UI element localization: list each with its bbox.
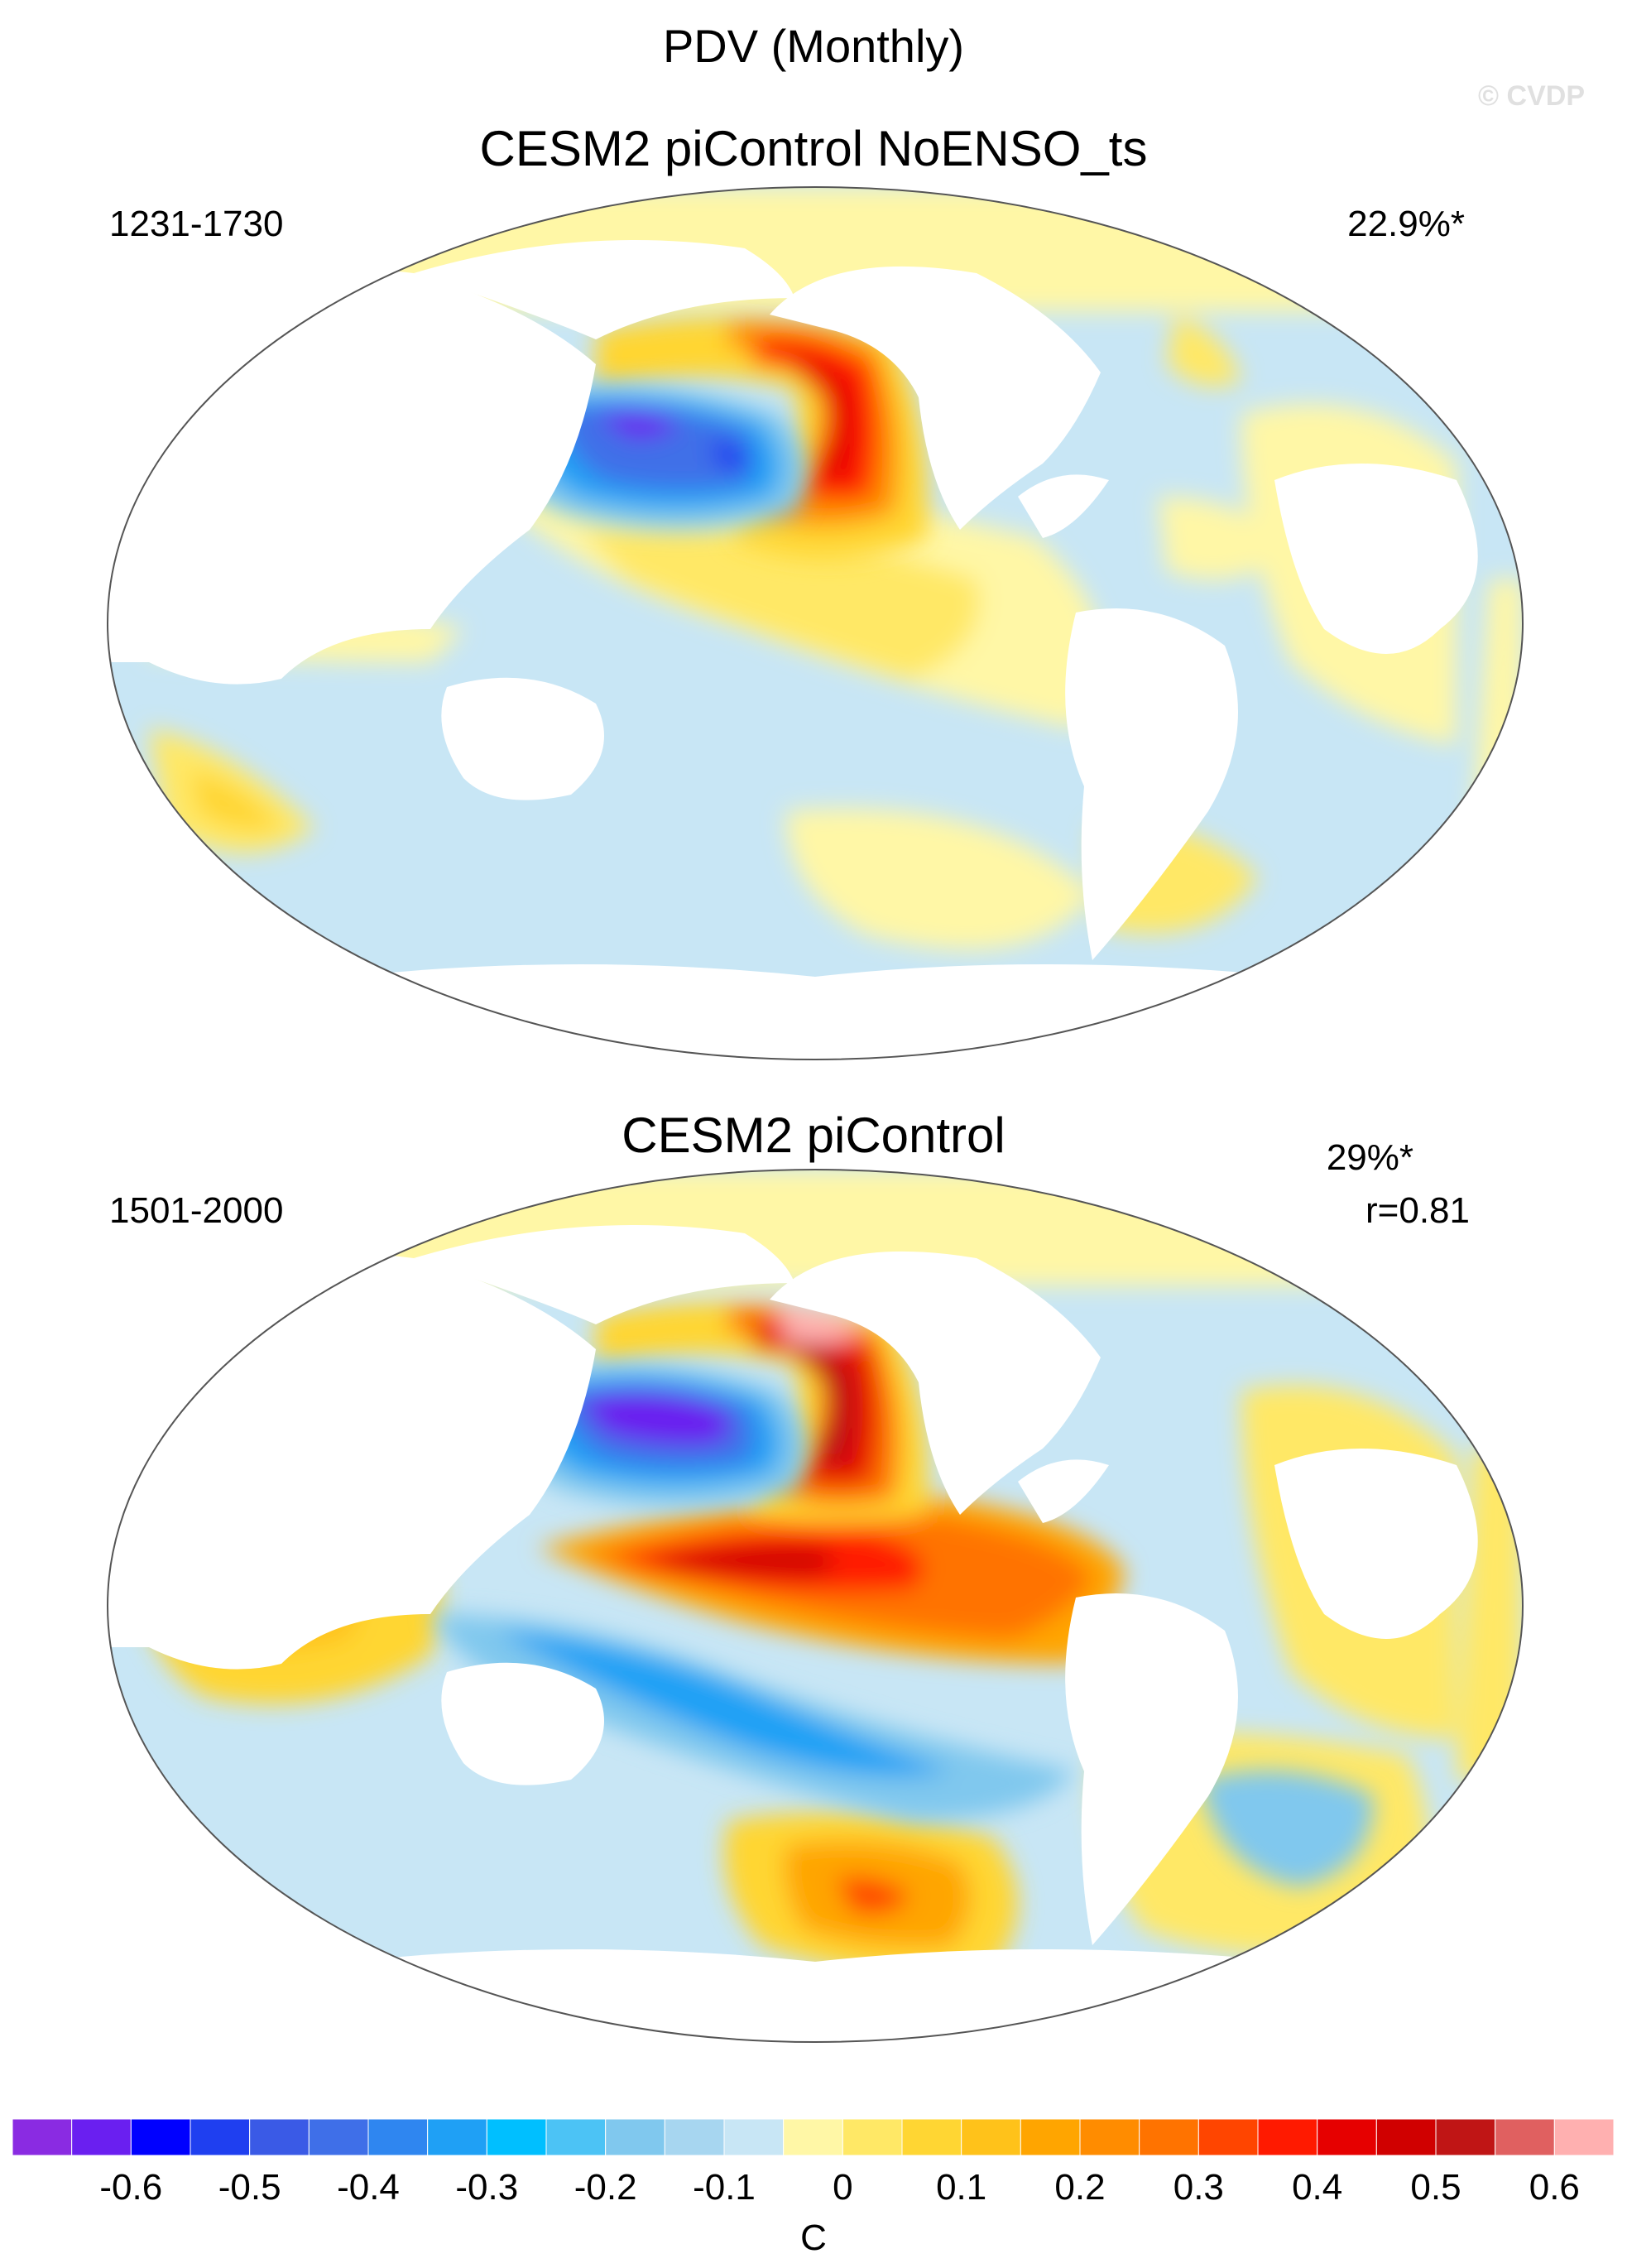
- map-border: [107, 186, 1524, 1060]
- colorbar-swatch: [1375, 2118, 1437, 2156]
- map-border: [107, 1169, 1524, 2043]
- figure-title: PDV (Monthly): [663, 20, 964, 72]
- colorbar: -0.6 -0.5 -0.4 -0.3 -0.2 -0.1 0 0.1 0.2 0.3 0.4 0.5…: [12, 2118, 1615, 2208]
- colorbar-tick-label: 0: [833, 2167, 852, 2208]
- panel-title: CESM2 piControl: [622, 1108, 1005, 1163]
- kuroshio-cold-anomaly: [496, 384, 808, 530]
- colorbar-swatch: [605, 2118, 665, 2156]
- colorbar-swatch: [723, 2118, 785, 2156]
- colorbar-tick-label: 0.2: [1054, 2167, 1105, 2208]
- colorbar-tick-label: -0.3: [455, 2167, 518, 2208]
- colorbar-swatch: [367, 2118, 429, 2156]
- colorbar-swatch: [842, 2118, 903, 2156]
- colorbar-tick-label: 0.4: [1292, 2167, 1342, 2208]
- colorbar-swatch: [1257, 2118, 1318, 2156]
- colorbar-swatch: [486, 2118, 547, 2156]
- panel-years: 1501-2000: [109, 1190, 283, 1231]
- colorbar-tick-label: -0.5: [218, 2167, 281, 2208]
- watermark: © CVDP: [1478, 80, 1585, 112]
- colorbar-tick-label: -0.4: [337, 2167, 400, 2208]
- colorbar-tick-label: 0.3: [1173, 2167, 1224, 2208]
- colorbar-swatch: [427, 2118, 487, 2156]
- colorbar-tick-label: 0.5: [1410, 2167, 1461, 2208]
- colorbar-swatch: [1020, 2118, 1081, 2156]
- colorbar-swatch: [1317, 2118, 1377, 2156]
- map-bottom: [108, 1170, 1523, 2042]
- panel-variance: 22.9%*: [1347, 204, 1465, 244]
- panel-correlation: r=0.81: [1365, 1190, 1470, 1231]
- colorbar-swatch: [1139, 2118, 1199, 2156]
- panel-bottom: CESM2 piControl 29%* 1501-2000 r=0.81: [107, 1108, 1524, 2043]
- panel-variance: 29%*: [1327, 1137, 1413, 1178]
- colorbar-swatch: [190, 2118, 251, 2156]
- colorbar-swatch: [664, 2118, 725, 2156]
- colorbar-swatch: [12, 2118, 73, 2156]
- colorbar-tick-label: -0.1: [693, 2167, 756, 2208]
- colorbar-tick-label: -0.6: [99, 2167, 162, 2208]
- map-top: [108, 187, 1523, 1060]
- colorbar-swatch: [249, 2118, 310, 2156]
- colorbar-tick-label: -0.2: [574, 2167, 637, 2208]
- colorbar-tick-label: 0.1: [936, 2167, 986, 2208]
- colorbar-swatch: [1197, 2118, 1259, 2156]
- colorbar-swatch: [1553, 2118, 1615, 2156]
- colorbar-swatch: [783, 2118, 843, 2156]
- panel-years: 1231-1730: [109, 204, 283, 244]
- panel-top: CESM2 piControl NoENSO_ts 1231-1730 22.9…: [107, 121, 1524, 1060]
- colorbar-swatch: [901, 2118, 962, 2156]
- colorbar-swatch: [130, 2118, 191, 2156]
- colorbar-unit: C: [800, 2218, 827, 2258]
- colorbar-swatch: [961, 2118, 1021, 2156]
- panel-title: CESM2 piControl NoENSO_ts: [480, 121, 1148, 176]
- colorbar-swatch: [308, 2118, 369, 2156]
- ne-pacific-warm-tongue: [596, 316, 929, 559]
- colorbar-swatch: [71, 2118, 132, 2156]
- colorbar-swatch: [1435, 2118, 1496, 2156]
- colorbar-swatch: [1079, 2118, 1140, 2156]
- colorbar-tick-label: 0.6: [1529, 2167, 1580, 2208]
- colorbar-swatch: [1495, 2118, 1555, 2156]
- colorbar-swatch: [545, 2118, 607, 2156]
